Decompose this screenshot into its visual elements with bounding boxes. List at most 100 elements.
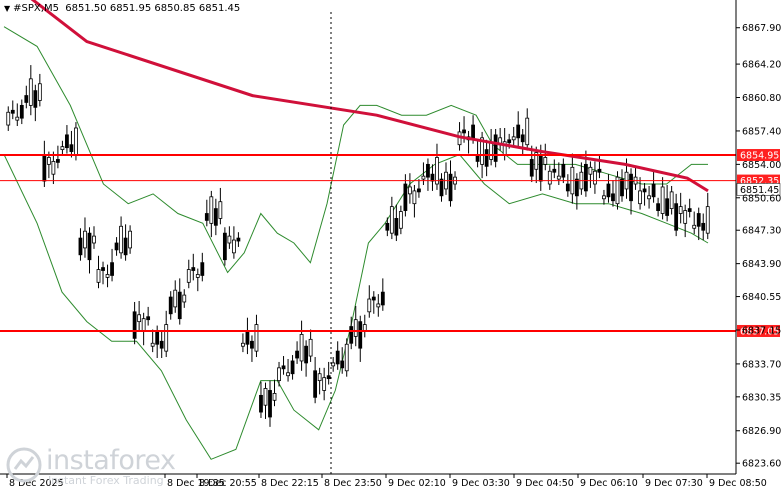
candle-body — [322, 377, 327, 391]
candle-body — [647, 195, 651, 200]
dropdown-triangle-icon[interactable]: ▼ — [4, 4, 11, 13]
candle-body — [349, 326, 354, 344]
x-tick-label: 9 Dec 04:50 — [516, 478, 574, 489]
candle-body — [37, 83, 42, 101]
y-tick-label: 6854.00 — [742, 160, 781, 171]
candle-body — [101, 267, 105, 271]
candle-body — [69, 144, 74, 152]
candle-body — [222, 232, 227, 261]
candle-body — [263, 388, 268, 406]
candle-body — [250, 340, 254, 349]
candle-body — [534, 152, 539, 170]
candle-body — [213, 208, 218, 226]
y-tick-label: 6837.15 — [742, 325, 781, 336]
candle-body — [642, 188, 647, 193]
candle-body — [128, 230, 133, 249]
candle-body — [344, 343, 349, 372]
candle-body — [426, 163, 430, 178]
candle-body — [574, 178, 579, 197]
candle-body — [317, 373, 322, 382]
candle-body — [308, 338, 313, 357]
candle-body — [556, 175, 561, 180]
candle-body — [665, 198, 670, 216]
candle-body — [516, 124, 521, 139]
candle-body — [60, 146, 65, 151]
candle-body — [371, 296, 376, 301]
candle-body — [132, 311, 137, 339]
symbol-label: #SPX,M5 — [13, 3, 59, 14]
candle-body — [231, 239, 236, 254]
candle-body — [669, 191, 674, 209]
candle-body — [42, 154, 47, 182]
candle-body — [281, 365, 286, 370]
candle-body — [227, 235, 232, 244]
candle-body — [611, 193, 615, 202]
candle-body — [407, 186, 412, 195]
moving-average — [30, 0, 709, 193]
candle-body — [687, 208, 692, 212]
candle-body — [182, 294, 187, 303]
candle-body — [565, 183, 570, 192]
x-tick-label: 9 Dec 07:30 — [645, 478, 703, 489]
candle-body — [398, 211, 403, 229]
y-tick-label: 6864.20 — [742, 60, 781, 71]
current-price-label: 6851.45 — [740, 185, 779, 196]
candle-body — [335, 350, 340, 365]
candle-body — [597, 168, 602, 173]
ma-line — [30, 0, 709, 193]
candle-body — [96, 269, 101, 283]
candle-body — [489, 142, 494, 160]
candle-body — [24, 95, 29, 103]
candle-body — [340, 360, 345, 369]
x-tick-label: 8 Dec 20:55 — [199, 478, 257, 489]
candle-body — [394, 218, 399, 236]
candle-body — [277, 367, 281, 382]
candle-body — [353, 319, 358, 337]
candle-body — [123, 237, 128, 256]
candle-body — [389, 206, 394, 234]
candle-body — [651, 183, 656, 198]
x-tick-label: 9 Dec 02:10 — [388, 478, 446, 489]
candle-body — [299, 334, 304, 362]
candle-body — [290, 360, 295, 375]
candle-body — [701, 222, 706, 231]
candle-body — [177, 291, 182, 320]
x-tick-label: 8 Dec 2025 — [9, 478, 64, 489]
candle-body — [552, 168, 557, 173]
candle-body — [660, 186, 665, 214]
candle-body — [471, 124, 475, 139]
y-tick-label: 6847.30 — [742, 226, 781, 237]
candle-body — [525, 117, 530, 146]
candle-body — [683, 210, 688, 224]
level-label: 6852.35 — [740, 176, 779, 187]
y-tick-label: 6843.90 — [742, 259, 781, 270]
candle-body — [146, 316, 151, 321]
candle-body — [547, 170, 552, 185]
candle-body — [439, 178, 444, 197]
candle-body — [173, 289, 178, 308]
candle-body — [326, 375, 331, 380]
candle-body — [602, 195, 606, 200]
candle-body — [484, 149, 489, 167]
candle-body — [141, 318, 146, 332]
candle-body — [114, 242, 119, 251]
candle-body — [385, 222, 390, 231]
candle-body — [236, 237, 241, 242]
level-label: 6854.95 — [740, 151, 779, 162]
candle-body — [313, 370, 318, 398]
candle-body — [245, 331, 250, 345]
candle-body — [92, 235, 96, 244]
candle-body — [10, 109, 15, 114]
candle-body — [168, 296, 173, 315]
candle-body — [376, 303, 381, 308]
candle-body — [87, 232, 92, 261]
candle-body — [417, 188, 421, 193]
candle-body — [538, 154, 543, 182]
candle-body — [412, 190, 417, 205]
candle-body — [268, 390, 272, 418]
candle-body — [195, 274, 200, 278]
candle-body — [33, 90, 38, 108]
candle-body — [155, 331, 160, 345]
